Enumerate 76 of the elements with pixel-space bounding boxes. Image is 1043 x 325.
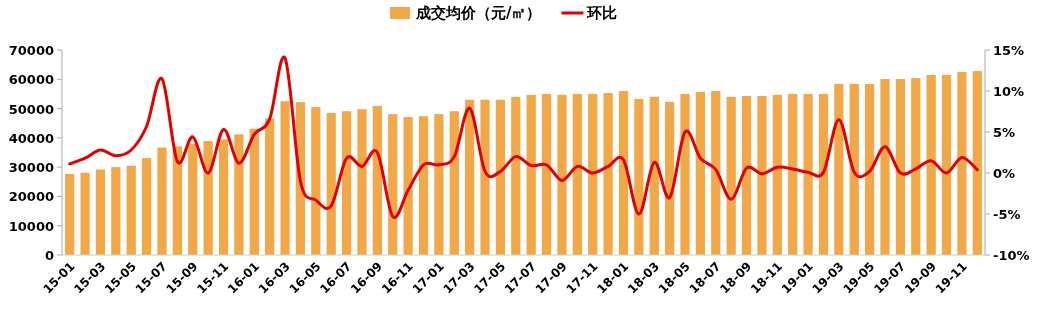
bar [465,99,475,255]
bar [665,101,675,255]
bar [403,117,413,255]
bar [911,78,921,255]
y-tick-label: 20000 [8,189,54,205]
bar [449,111,459,255]
bar [726,96,736,255]
y-tick-label: 70000 [8,43,54,58]
bar [511,96,521,255]
bar [618,91,629,255]
bar [480,99,490,255]
bar [649,96,659,255]
bar [788,93,798,255]
bar [818,93,829,255]
bar [895,78,906,255]
bar [326,112,336,255]
bar [218,139,229,255]
bar [80,172,90,255]
bar [680,93,690,255]
bar [834,83,844,255]
bar [234,134,244,255]
y2-tick-label: 10% [993,84,1025,99]
bar [803,93,813,255]
bar [141,158,152,255]
bar [311,107,321,255]
bar [126,165,136,255]
bar [757,95,767,255]
bar [372,105,382,255]
bar [172,146,182,255]
bar [557,94,567,255]
bar [588,93,598,255]
bar [357,109,367,255]
y-tick-label: 0 [44,248,54,263]
y-tick-label: 50000 [8,101,54,117]
legend-label: 成交均价（元/㎡） [415,4,542,22]
bar [541,93,552,255]
bar [711,91,721,255]
bar [434,114,444,255]
bar [157,147,167,255]
line-series [68,56,979,218]
bar [65,173,75,255]
bar [695,91,706,255]
y-tick-label: 10000 [8,218,54,234]
bar [418,116,429,255]
bar [849,83,859,255]
y2-tick-label: -10% [993,248,1030,263]
bar [341,111,352,255]
bar [495,99,506,255]
bar [865,83,875,255]
bar [188,143,198,255]
bar [957,71,967,255]
bar [111,167,121,255]
y2-tick-label: -5% [993,207,1021,222]
bar [926,74,936,255]
bar [880,78,890,255]
y2-tick-label: 5% [993,125,1016,140]
bar [95,169,106,255]
y-tick-label: 40000 [8,130,54,146]
legend-label: 环比 [586,4,618,22]
bar [249,128,259,255]
bar [526,94,536,255]
bar [265,118,275,255]
bar [572,93,582,255]
bar [634,98,644,255]
bar [203,141,213,255]
bar [772,94,782,255]
y-tick-label: 60000 [8,72,54,88]
y2-tick-label: 15% [993,43,1025,58]
bar [280,101,290,255]
bar [603,93,613,255]
bar [741,95,752,255]
bar [388,114,398,255]
bar [972,71,982,255]
y2-tick-label: 0% [993,166,1016,181]
bar [941,74,952,255]
y-tick-label: 30000 [8,160,54,176]
